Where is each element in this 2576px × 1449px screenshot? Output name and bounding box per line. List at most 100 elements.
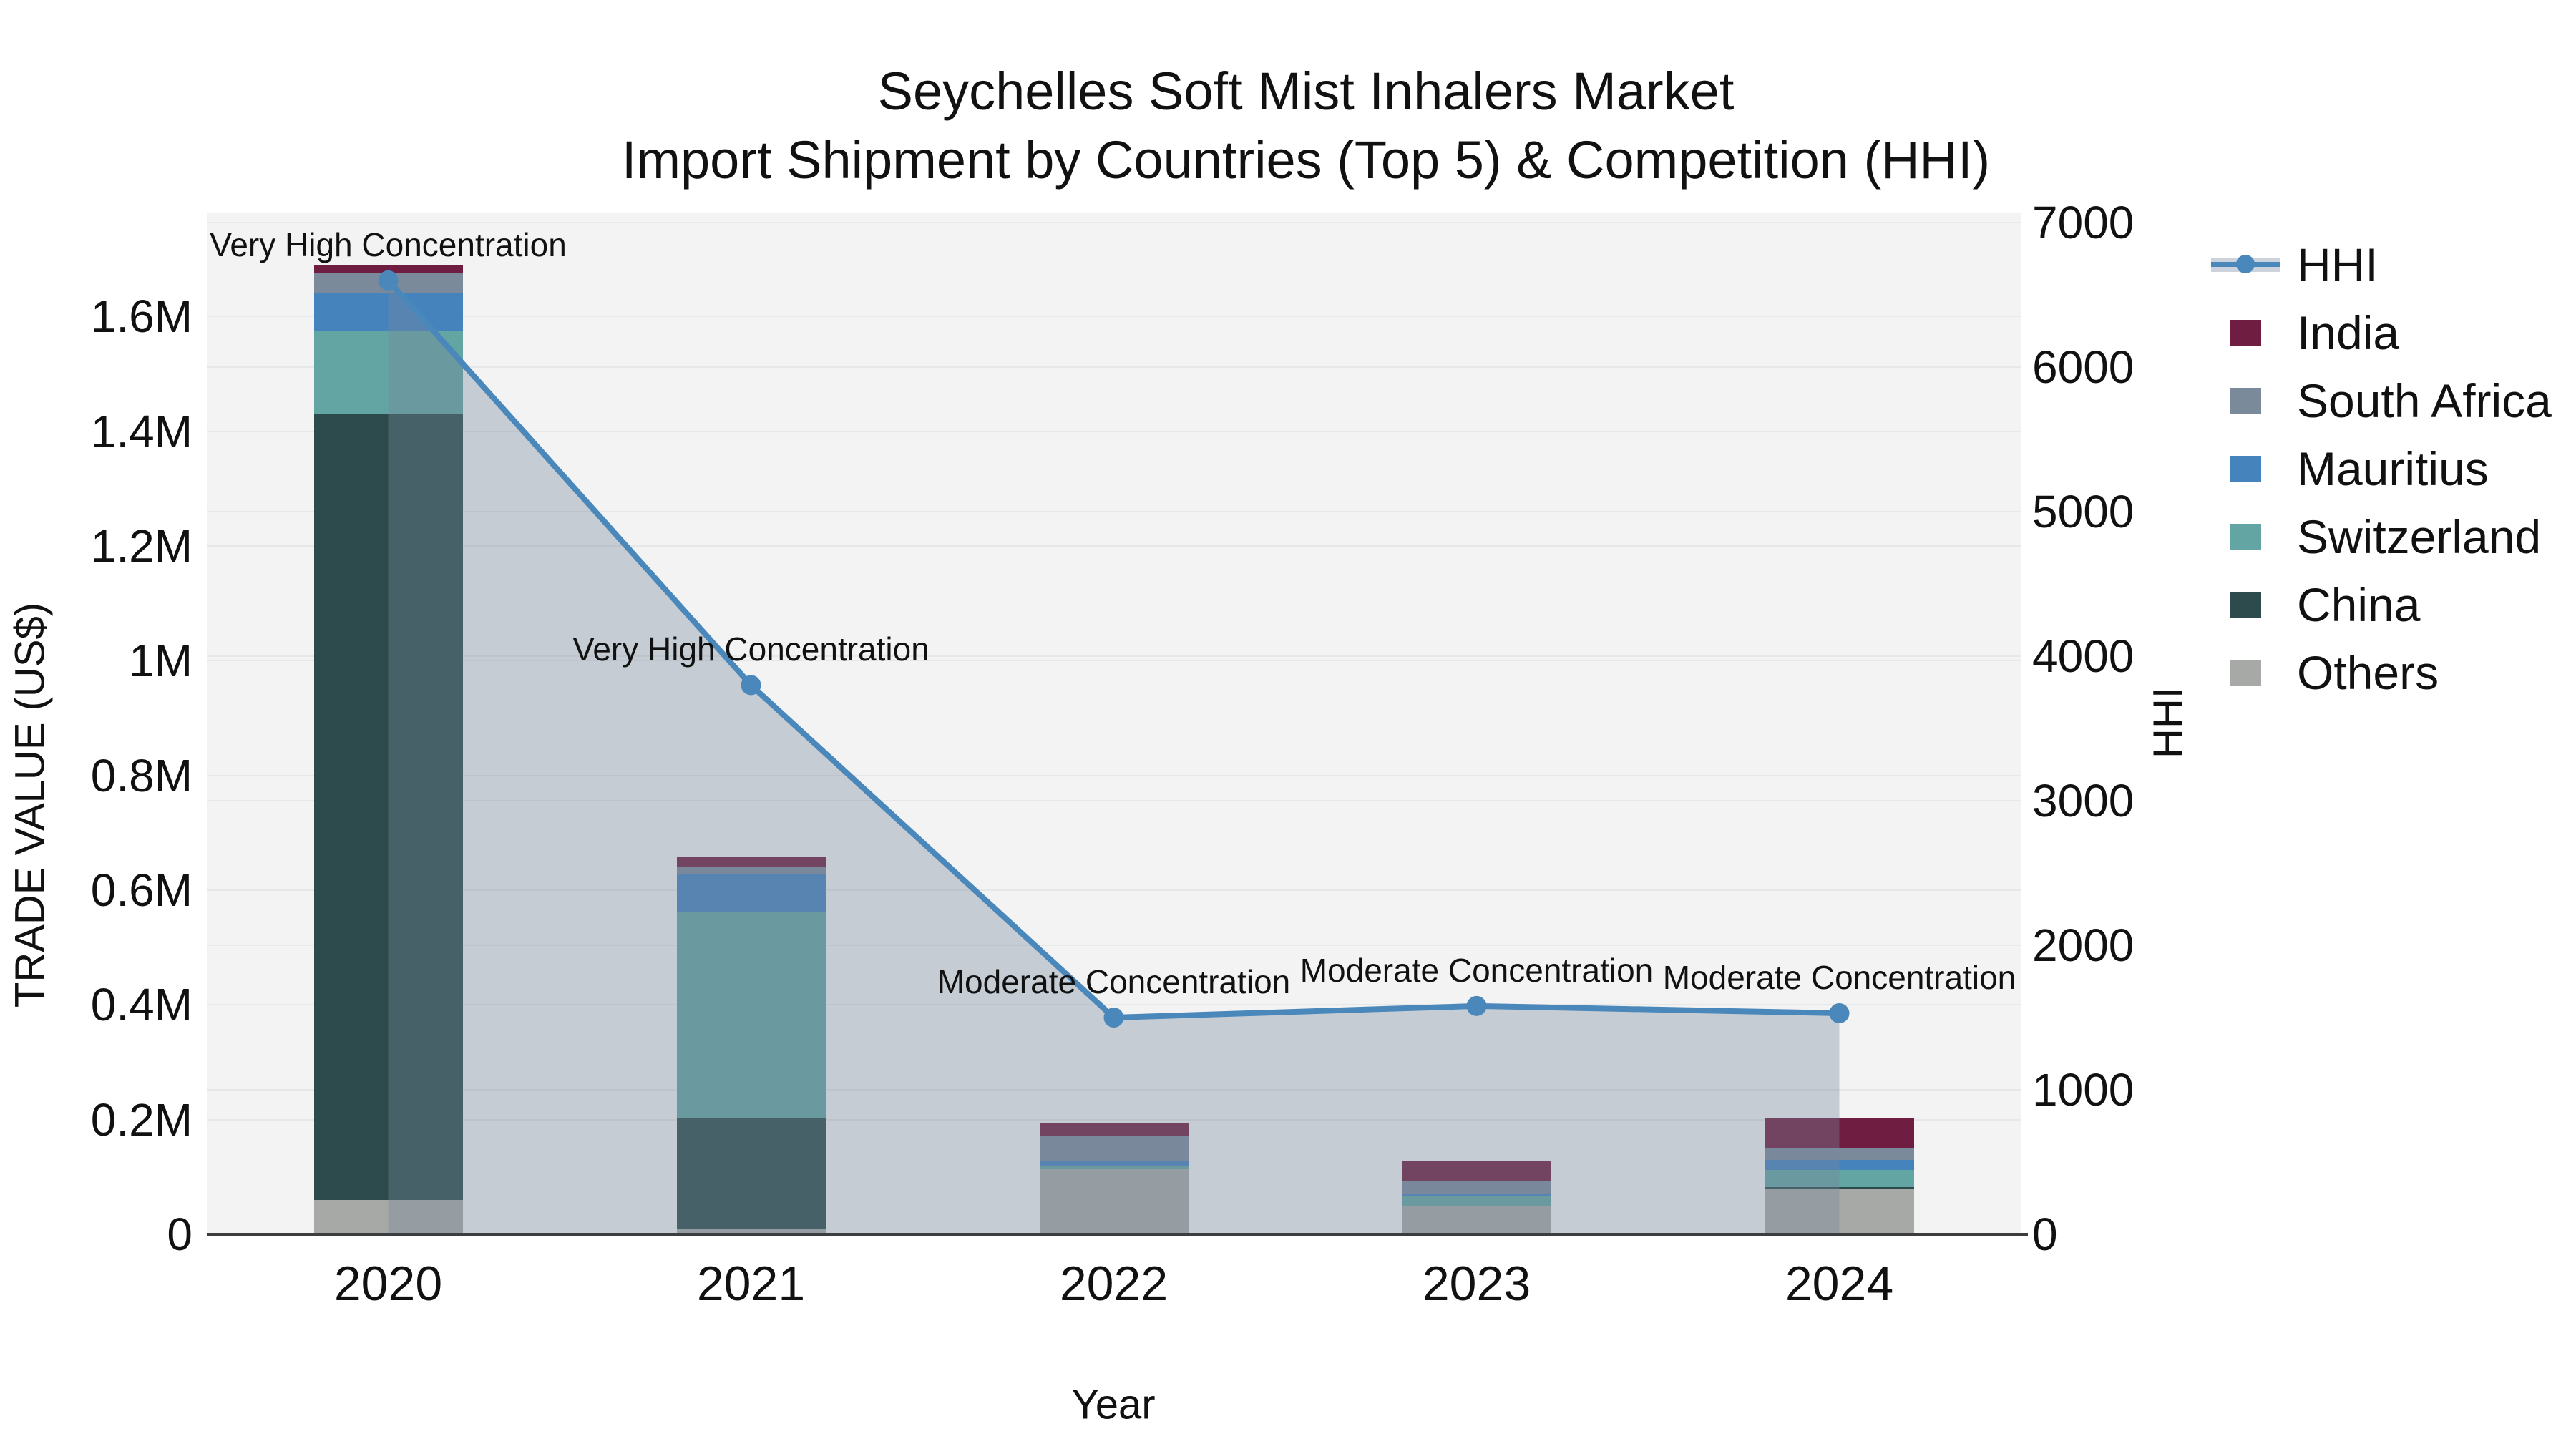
y-left-tick-0.4M: 0.4M bbox=[90, 979, 192, 1031]
x-axis-line bbox=[207, 1233, 2028, 1236]
legend-color-swatch-india bbox=[2211, 319, 2280, 346]
y-left-tick-0.8M: 0.8M bbox=[90, 749, 192, 801]
bar-segment-2024-china bbox=[1765, 1187, 1914, 1190]
y-left-axis-title: TRADE VALUE (US$) bbox=[6, 602, 54, 1008]
annotation-2024: Moderate Concentration bbox=[1662, 958, 2016, 996]
x-tick-2020: 2020 bbox=[333, 1257, 443, 1311]
chart-title: Seychelles Soft Mist Inhalers Market Imp… bbox=[622, 57, 1990, 195]
y-left-tick-0.2M: 0.2M bbox=[90, 1093, 192, 1146]
gridline-right-2000 bbox=[207, 945, 2021, 947]
bar-segment-2023-india bbox=[1402, 1160, 1551, 1181]
x-tick-2024: 2024 bbox=[1785, 1257, 1894, 1311]
gridline-right-7000 bbox=[207, 222, 2021, 224]
bar-segment-2022-south-africa bbox=[1039, 1136, 1189, 1162]
legend-color-swatch-switzerland bbox=[2211, 523, 2280, 550]
hhi-marker-2022 bbox=[1103, 1008, 1124, 1028]
x-axis-title: Year bbox=[1071, 1381, 1156, 1428]
bar-segment-2021-south-africa bbox=[676, 867, 826, 874]
hhi-marker-2023 bbox=[1466, 995, 1487, 1016]
gridline-left-1.4M bbox=[207, 430, 2021, 432]
y-right-tick-1000: 1000 bbox=[2032, 1064, 2135, 1116]
y-right-tick-2000: 2000 bbox=[2032, 919, 2135, 972]
legend-label: Mauritius bbox=[2297, 441, 2489, 495]
bar-segment-2021-mauritius bbox=[676, 874, 826, 913]
annotation-2021: Very High Concentration bbox=[572, 630, 930, 668]
legend-label: South Africa bbox=[2297, 374, 2552, 427]
legend-color-swatch-others bbox=[2211, 659, 2280, 686]
y-left-tick-1.2M: 1.2M bbox=[90, 519, 192, 572]
bar-segment-2024-mauritius bbox=[1765, 1159, 1914, 1171]
bar-segment-2023-mauritius bbox=[1402, 1194, 1551, 1197]
y-right-tick-5000: 5000 bbox=[2032, 486, 2135, 538]
hhi-line-layer bbox=[378, 270, 1850, 1234]
bar-segment-2022-mauritius bbox=[1039, 1161, 1189, 1167]
bar-segment-2023-south-africa bbox=[1402, 1180, 1551, 1194]
x-tick-2022: 2022 bbox=[1059, 1257, 1169, 1311]
bar-segment-2024-others bbox=[1765, 1189, 1914, 1234]
bar-segment-2022-china bbox=[1039, 1168, 1189, 1170]
legend-label: India bbox=[2297, 306, 2400, 359]
plot-area bbox=[207, 213, 2021, 1234]
y-right-tick-0: 0 bbox=[2032, 1209, 2058, 1260]
bar-segment-2023-switzerland bbox=[1402, 1196, 1551, 1206]
legend-label: Switzerland bbox=[2297, 509, 2542, 563]
bar-segment-2021-switzerland bbox=[676, 912, 826, 1119]
gridline-left-1.2M bbox=[207, 545, 2021, 547]
legend-item-hhi[interactable]: HHI bbox=[2211, 230, 2552, 298]
y-left-tick-1.6M: 1.6M bbox=[90, 291, 192, 343]
legend-item-switzerland[interactable]: Switzerland bbox=[2211, 502, 2552, 570]
hhi-area-fill bbox=[388, 280, 1840, 1234]
y-right-tick-7000: 7000 bbox=[2032, 197, 2135, 249]
bar-segment-2022-others bbox=[1039, 1169, 1189, 1234]
bar-segment-2021-others bbox=[676, 1228, 826, 1234]
bar-segment-2020-china bbox=[313, 414, 463, 1200]
hhi-line-swatch-icon bbox=[2211, 252, 2280, 278]
legend-item-china[interactable]: China bbox=[2211, 570, 2552, 638]
gridline-left-0.4M bbox=[207, 1004, 2021, 1006]
y-left-tick-1M: 1M bbox=[129, 635, 192, 687]
gridline-right-1000 bbox=[207, 1089, 2021, 1091]
gridline-left-0.2M bbox=[207, 1118, 2021, 1121]
legend-item-mauritius[interactable]: Mauritius bbox=[2211, 434, 2552, 502]
legend-item-others[interactable]: Others bbox=[2211, 638, 2552, 706]
gridline-right-5000 bbox=[207, 511, 2021, 513]
bar-segment-2023-others bbox=[1402, 1206, 1551, 1234]
y-right-axis-title: HHI bbox=[2145, 687, 2192, 758]
annotation-2022: Moderate Concentration bbox=[937, 963, 1291, 1001]
bar-segment-2020-india bbox=[313, 265, 463, 274]
bar-segment-2024-india bbox=[1765, 1118, 1914, 1148]
legend-color-swatch-mauritius bbox=[2211, 455, 2280, 482]
bar-segment-2024-switzerland bbox=[1765, 1170, 1914, 1188]
hhi-marker-2021 bbox=[741, 675, 761, 696]
legend-label: Others bbox=[2297, 645, 2439, 699]
gridline-right-4000 bbox=[207, 655, 2021, 658]
legend-item-india[interactable]: India bbox=[2211, 298, 2552, 366]
legend-color-swatch-china bbox=[2211, 591, 2280, 618]
y-right-tick-4000: 4000 bbox=[2032, 630, 2135, 683]
legend: HHI India South Africa Mauritius Switzerland… bbox=[2211, 230, 2552, 706]
chart-title-line1: Seychelles Soft Mist Inhalers Market bbox=[877, 62, 1735, 121]
chart-title-line2: Import Shipment by Countries (Top 5) & C… bbox=[621, 130, 1991, 190]
bar-segment-2021-india bbox=[676, 857, 826, 867]
legend-label: China bbox=[2297, 577, 2421, 631]
x-tick-2021: 2021 bbox=[696, 1257, 806, 1311]
bar-segment-2020-others bbox=[313, 1199, 463, 1234]
y-left-tick-0.6M: 0.6M bbox=[90, 864, 192, 916]
annotation-2020: Very High Concentration bbox=[210, 225, 567, 263]
annotation-2023: Moderate Concentration bbox=[1299, 951, 1654, 989]
legend-item-south-africa[interactable]: South Africa bbox=[2211, 366, 2552, 434]
y-right-tick-3000: 3000 bbox=[2032, 775, 2135, 827]
legend-color-swatch-south-africa bbox=[2211, 387, 2280, 414]
gridline-left-0.8M bbox=[207, 774, 2021, 776]
hhi-marker-2024 bbox=[1829, 1002, 1850, 1023]
gridline-left-0.6M bbox=[207, 889, 2021, 891]
x-tick-2023: 2023 bbox=[1422, 1257, 1531, 1311]
gridline-right-6000 bbox=[207, 366, 2021, 369]
y-right-tick-6000: 6000 bbox=[2032, 341, 2135, 394]
bar-segment-2020-switzerland bbox=[313, 331, 463, 414]
bar-segment-2024-south-africa bbox=[1765, 1148, 1914, 1160]
bar-segment-2020-mauritius bbox=[313, 293, 463, 331]
hhi-marker-2020 bbox=[378, 270, 399, 291]
legend-label: HHI bbox=[2297, 238, 2379, 291]
